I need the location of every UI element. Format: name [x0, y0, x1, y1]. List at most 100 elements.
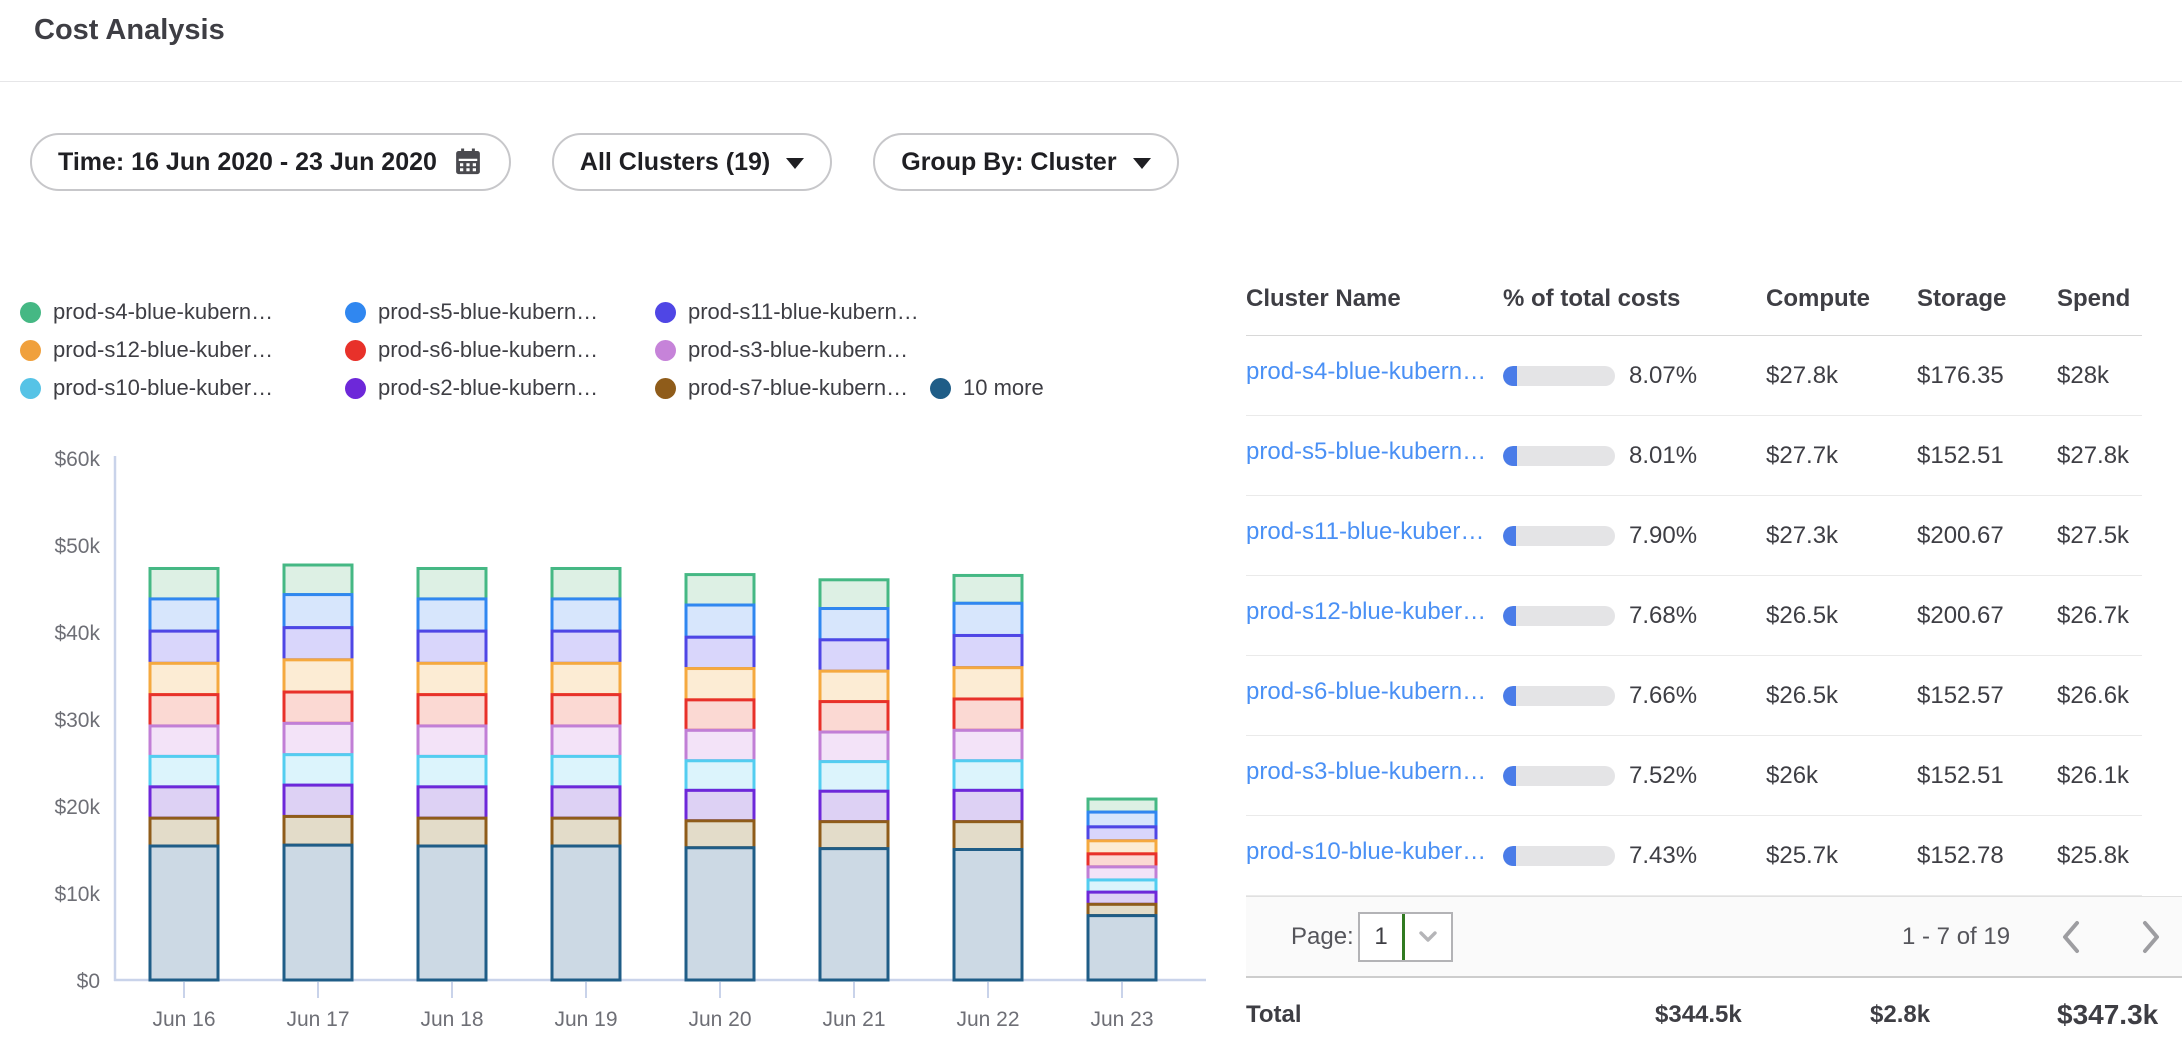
bar-segment[interactable]: [1086, 865, 1158, 882]
bar-segment[interactable]: [818, 730, 890, 764]
bar-segment[interactable]: [1086, 810, 1158, 829]
page-select[interactable]: 1: [1358, 911, 1453, 962]
bar-segment[interactable]: [684, 635, 756, 671]
bar-segment[interactable]: [550, 816, 622, 848]
cluster-name-link[interactable]: prod-s4-blue-kubern…: [1246, 358, 1487, 385]
previous-page-button[interactable]: [2058, 918, 2084, 956]
bar-segment[interactable]: [148, 629, 220, 665]
bar-segment[interactable]: [818, 578, 890, 611]
bar-segment[interactable]: [1086, 890, 1158, 906]
bar-segment[interactable]: [282, 721, 354, 757]
legend-item[interactable]: prod-s5-blue-kubern…: [345, 299, 655, 325]
bar-segment[interactable]: [282, 690, 354, 725]
bar-segment[interactable]: [684, 788, 756, 823]
bar-segment[interactable]: [684, 603, 756, 639]
bar-segment[interactable]: [550, 754, 622, 789]
bar-segment[interactable]: [1086, 878, 1158, 894]
bar-segment[interactable]: [818, 700, 890, 734]
legend-item[interactable]: prod-s3-blue-kubern…: [655, 337, 930, 363]
bar-segment[interactable]: [684, 728, 756, 763]
bar-segment[interactable]: [550, 785, 622, 820]
bar-segment[interactable]: [550, 693, 622, 728]
bar-segment[interactable]: [818, 638, 890, 673]
bar-segment[interactable]: [1086, 839, 1158, 856]
cluster-name-link[interactable]: prod-s6-blue-kubern…: [1246, 678, 1487, 705]
bar-segment[interactable]: [952, 601, 1024, 637]
bar-segment[interactable]: [1086, 914, 1158, 982]
bar-segment[interactable]: [1086, 797, 1158, 814]
bar-segment[interactable]: [952, 759, 1024, 792]
bar-segment[interactable]: [550, 597, 622, 633]
bar-segment[interactable]: [818, 760, 890, 793]
bar-segment[interactable]: [818, 847, 890, 982]
bar-segment[interactable]: [952, 573, 1024, 605]
bar-segment[interactable]: [952, 633, 1024, 670]
bar-segment[interactable]: [952, 848, 1024, 982]
bar-segment[interactable]: [416, 844, 488, 982]
cluster-name-link[interactable]: prod-s12-blue-kuber…: [1246, 598, 1487, 625]
bar-segment[interactable]: [148, 693, 220, 728]
bar-segment[interactable]: [818, 669, 890, 704]
bar-segment[interactable]: [550, 566, 622, 601]
bar-segment[interactable]: [952, 728, 1024, 763]
bar-segment[interactable]: [282, 783, 354, 818]
bar-segment[interactable]: [684, 759, 756, 792]
bar-segment[interactable]: [416, 785, 488, 820]
bar-segment[interactable]: [684, 698, 756, 732]
cluster-name-link[interactable]: prod-s10-blue-kuber…: [1246, 838, 1487, 865]
bar-segment[interactable]: [416, 724, 488, 758]
legend-item[interactable]: prod-s12-blue-kuber…: [20, 337, 345, 363]
legend-item[interactable]: prod-s7-blue-kubern…: [655, 375, 930, 401]
bar-segment[interactable]: [282, 843, 354, 982]
bar-segment[interactable]: [952, 820, 1024, 852]
bar-segment[interactable]: [818, 607, 890, 642]
bar-segment[interactable]: [416, 566, 488, 601]
group-by-dropdown[interactable]: Group By: Cluster: [873, 133, 1179, 191]
bar-segment[interactable]: [684, 667, 756, 702]
bar-segment[interactable]: [952, 697, 1024, 732]
bar-segment[interactable]: [282, 593, 354, 630]
bar-segment[interactable]: [148, 844, 220, 982]
bar-segment[interactable]: [952, 788, 1024, 824]
bar-segment[interactable]: [416, 754, 488, 789]
bar-segment[interactable]: [282, 563, 354, 597]
bar-segment[interactable]: [416, 661, 488, 697]
bar-segment[interactable]: [1086, 902, 1158, 918]
bar-segment[interactable]: [550, 629, 622, 665]
bar-segment[interactable]: [416, 693, 488, 728]
bar-segment[interactable]: [148, 754, 220, 789]
bar-segment[interactable]: [148, 566, 220, 601]
legend-item[interactable]: prod-s6-blue-kubern…: [345, 337, 655, 363]
bar-segment[interactable]: [148, 785, 220, 820]
cluster-name-link[interactable]: prod-s11-blue-kuber…: [1246, 518, 1485, 545]
bar-segment[interactable]: [1086, 852, 1158, 869]
bar-segment[interactable]: [550, 661, 622, 697]
bar-segment[interactable]: [148, 597, 220, 633]
legend-item[interactable]: prod-s11-blue-kubern…: [655, 299, 930, 325]
cluster-name-link[interactable]: prod-s5-blue-kubern…: [1246, 438, 1487, 465]
bar-segment[interactable]: [684, 846, 756, 982]
bar-segment[interactable]: [550, 844, 622, 982]
bar-segment[interactable]: [684, 819, 756, 850]
legend-item[interactable]: prod-s4-blue-kubern…: [20, 299, 345, 325]
legend-item[interactable]: prod-s2-blue-kubern…: [345, 375, 655, 401]
bar-segment[interactable]: [684, 573, 756, 607]
bar-segment[interactable]: [818, 820, 890, 851]
legend-item[interactable]: 10 more: [930, 375, 1044, 401]
cluster-name-link[interactable]: prod-s3-blue-kubern…: [1246, 758, 1487, 785]
bar-segment[interactable]: [282, 626, 354, 662]
bar-segment[interactable]: [282, 658, 354, 694]
bar-segment[interactable]: [416, 629, 488, 665]
bar-segment[interactable]: [416, 597, 488, 633]
bar-segment[interactable]: [952, 666, 1024, 701]
bar-segment[interactable]: [818, 789, 890, 824]
bar-segment[interactable]: [282, 814, 354, 847]
bar-segment[interactable]: [1086, 825, 1158, 843]
bar-segment[interactable]: [148, 816, 220, 848]
next-page-button[interactable]: [2138, 918, 2164, 956]
bar-segment[interactable]: [416, 816, 488, 848]
bar-segment[interactable]: [148, 661, 220, 697]
bar-segment[interactable]: [148, 724, 220, 758]
clusters-filter-dropdown[interactable]: All Clusters (19): [551, 133, 833, 191]
time-range-filter[interactable]: Time: 16 Jun 2020 - 23 Jun 2020: [30, 133, 511, 191]
